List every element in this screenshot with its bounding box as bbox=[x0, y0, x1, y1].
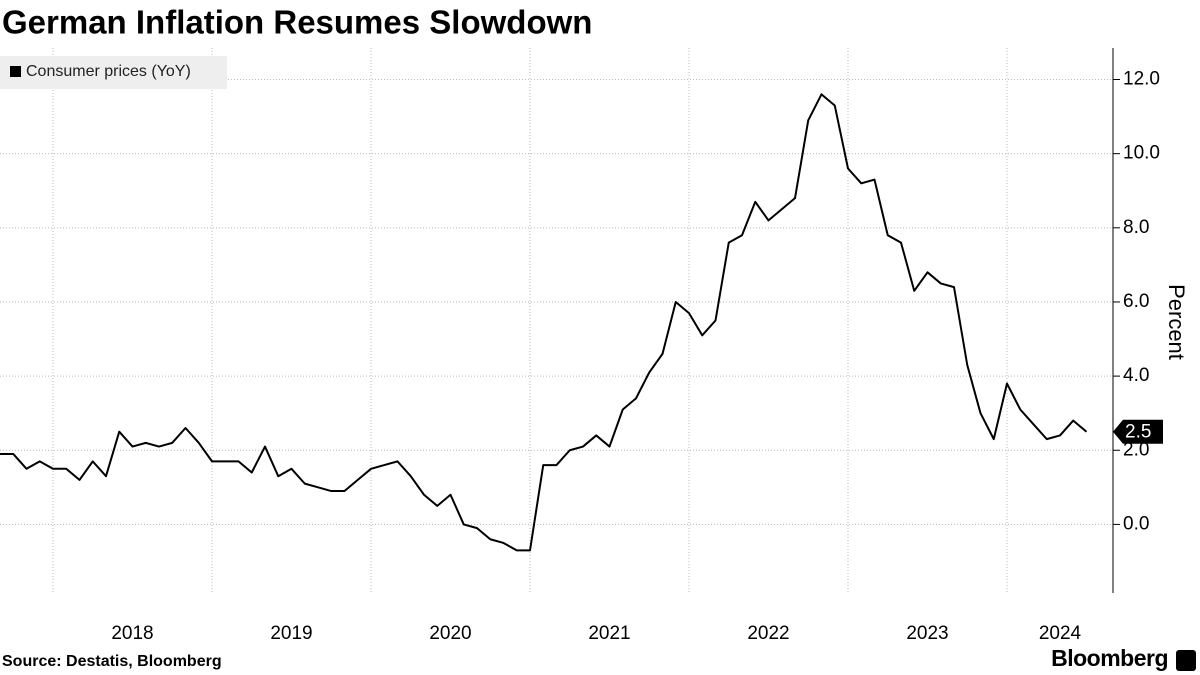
line bbox=[0, 93, 1088, 552]
last-value-label: 2.5 bbox=[1125, 422, 1151, 443]
y-axis-label: Percent bbox=[1164, 284, 1189, 360]
legend-box bbox=[0, 56, 227, 89]
y-tick-label: 12.0 bbox=[1123, 69, 1160, 90]
x-tick-label: 2022 bbox=[747, 623, 789, 644]
y-tick-label: 10.0 bbox=[1123, 143, 1160, 164]
x-tick-label: 2024 bbox=[1039, 623, 1082, 644]
y-tick-label: 2.0 bbox=[1123, 439, 1149, 460]
x-tick-label: 2021 bbox=[588, 623, 630, 644]
y-tick-label: 0.0 bbox=[1123, 513, 1149, 534]
x-tick-label: 2018 bbox=[111, 623, 153, 644]
legend-label: Consumer prices (YoY) bbox=[26, 63, 191, 80]
chart-title: German Inflation Resumes Slowdown bbox=[2, 4, 592, 41]
x-tick-label: 2023 bbox=[906, 623, 948, 644]
x-tick-label: 2020 bbox=[429, 623, 471, 644]
legend-swatch bbox=[10, 66, 21, 77]
y-tick-label: 4.0 bbox=[1123, 365, 1149, 386]
last-value-tag bbox=[1113, 419, 1163, 444]
brand-icon bbox=[1176, 650, 1196, 671]
brand: Bloomberg bbox=[1051, 645, 1168, 671]
y-tick-label: 6.0 bbox=[1123, 291, 1149, 312]
y-tick-label: 8.0 bbox=[1123, 217, 1149, 238]
source: Source: Destatis, Bloomberg bbox=[2, 653, 222, 670]
x-tick-label: 2019 bbox=[270, 623, 312, 644]
